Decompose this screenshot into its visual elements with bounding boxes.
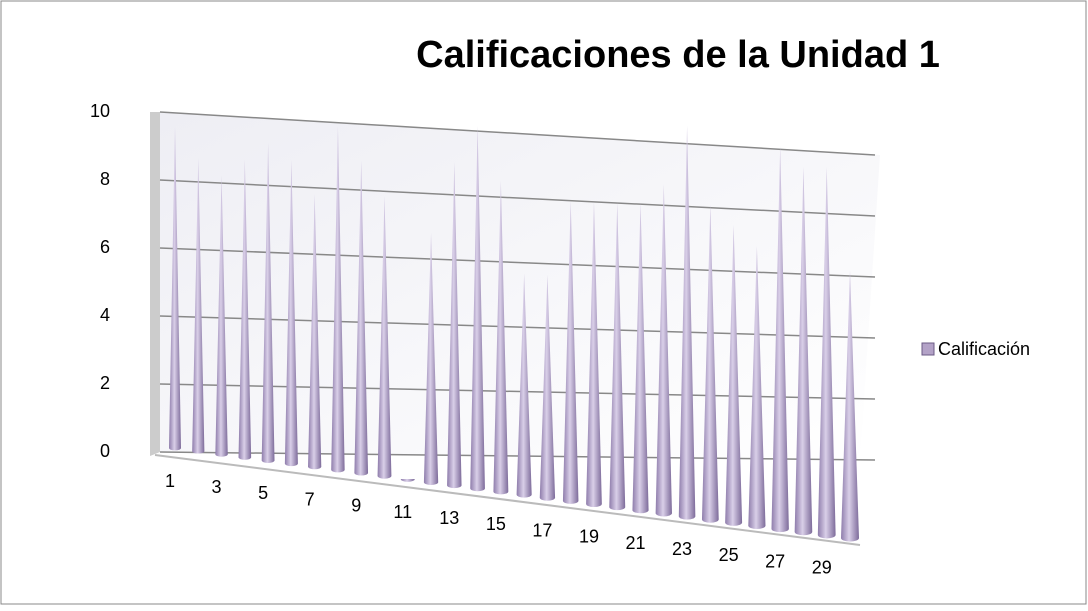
cone [447, 161, 462, 489]
cone [215, 175, 228, 457]
grid-line [159, 179, 876, 217]
cone [794, 166, 813, 536]
cone [331, 126, 345, 473]
legend-label: Calificación [938, 339, 1030, 359]
cone [539, 274, 556, 501]
x-tick-label: 9 [351, 496, 361, 516]
side-wall [150, 112, 160, 456]
cone [655, 184, 672, 517]
x-tick-label: 17 [532, 520, 552, 540]
cone [377, 195, 392, 479]
cone [516, 273, 532, 498]
cone [284, 159, 298, 467]
grid-line [159, 111, 876, 156]
cone [586, 201, 602, 508]
x-tick-label: 19 [579, 527, 599, 547]
chart-title: Calificaciones de la Unidad 1 [416, 34, 940, 76]
cone [748, 245, 766, 530]
x-tick-label: 11 [393, 502, 412, 522]
x-tick-label: 3 [212, 477, 222, 497]
x-tick-label: 25 [719, 545, 739, 565]
x-tick-label: 21 [626, 533, 646, 553]
cone [562, 200, 579, 504]
cone [632, 202, 649, 514]
x-tick-label: 1 [165, 471, 175, 491]
grid-line [159, 247, 876, 278]
cone [423, 232, 439, 485]
x-tick-label: 7 [305, 489, 315, 509]
cone [192, 158, 205, 454]
cone [400, 479, 415, 482]
cone [701, 204, 719, 523]
cone [238, 159, 252, 460]
x-tick-label: 15 [486, 514, 506, 534]
floor-edge [154, 454, 861, 546]
cone [354, 160, 369, 476]
y-tick-label: 10 [90, 101, 110, 121]
cone [261, 142, 275, 463]
cone [841, 270, 859, 542]
x-tick-label: 27 [765, 551, 785, 571]
y-tick-label: 2 [100, 373, 110, 393]
legend-swatch [921, 342, 935, 356]
cone [725, 225, 743, 526]
x-tick-label: 29 [812, 558, 832, 578]
cone [308, 194, 322, 470]
y-tick-label: 4 [100, 305, 110, 325]
cone [609, 202, 626, 511]
cone [169, 126, 181, 451]
cone [817, 166, 836, 539]
x-tick-label: 13 [439, 508, 459, 528]
cone [493, 180, 509, 495]
y-tick-label: 6 [100, 237, 110, 257]
x-tick-label: 23 [672, 539, 692, 559]
x-tick-label: 5 [258, 483, 268, 503]
y-tick-label: 0 [100, 441, 110, 461]
cone [771, 146, 789, 533]
cone [678, 126, 696, 520]
cone [470, 126, 485, 492]
y-tick-label: 8 [100, 169, 110, 189]
